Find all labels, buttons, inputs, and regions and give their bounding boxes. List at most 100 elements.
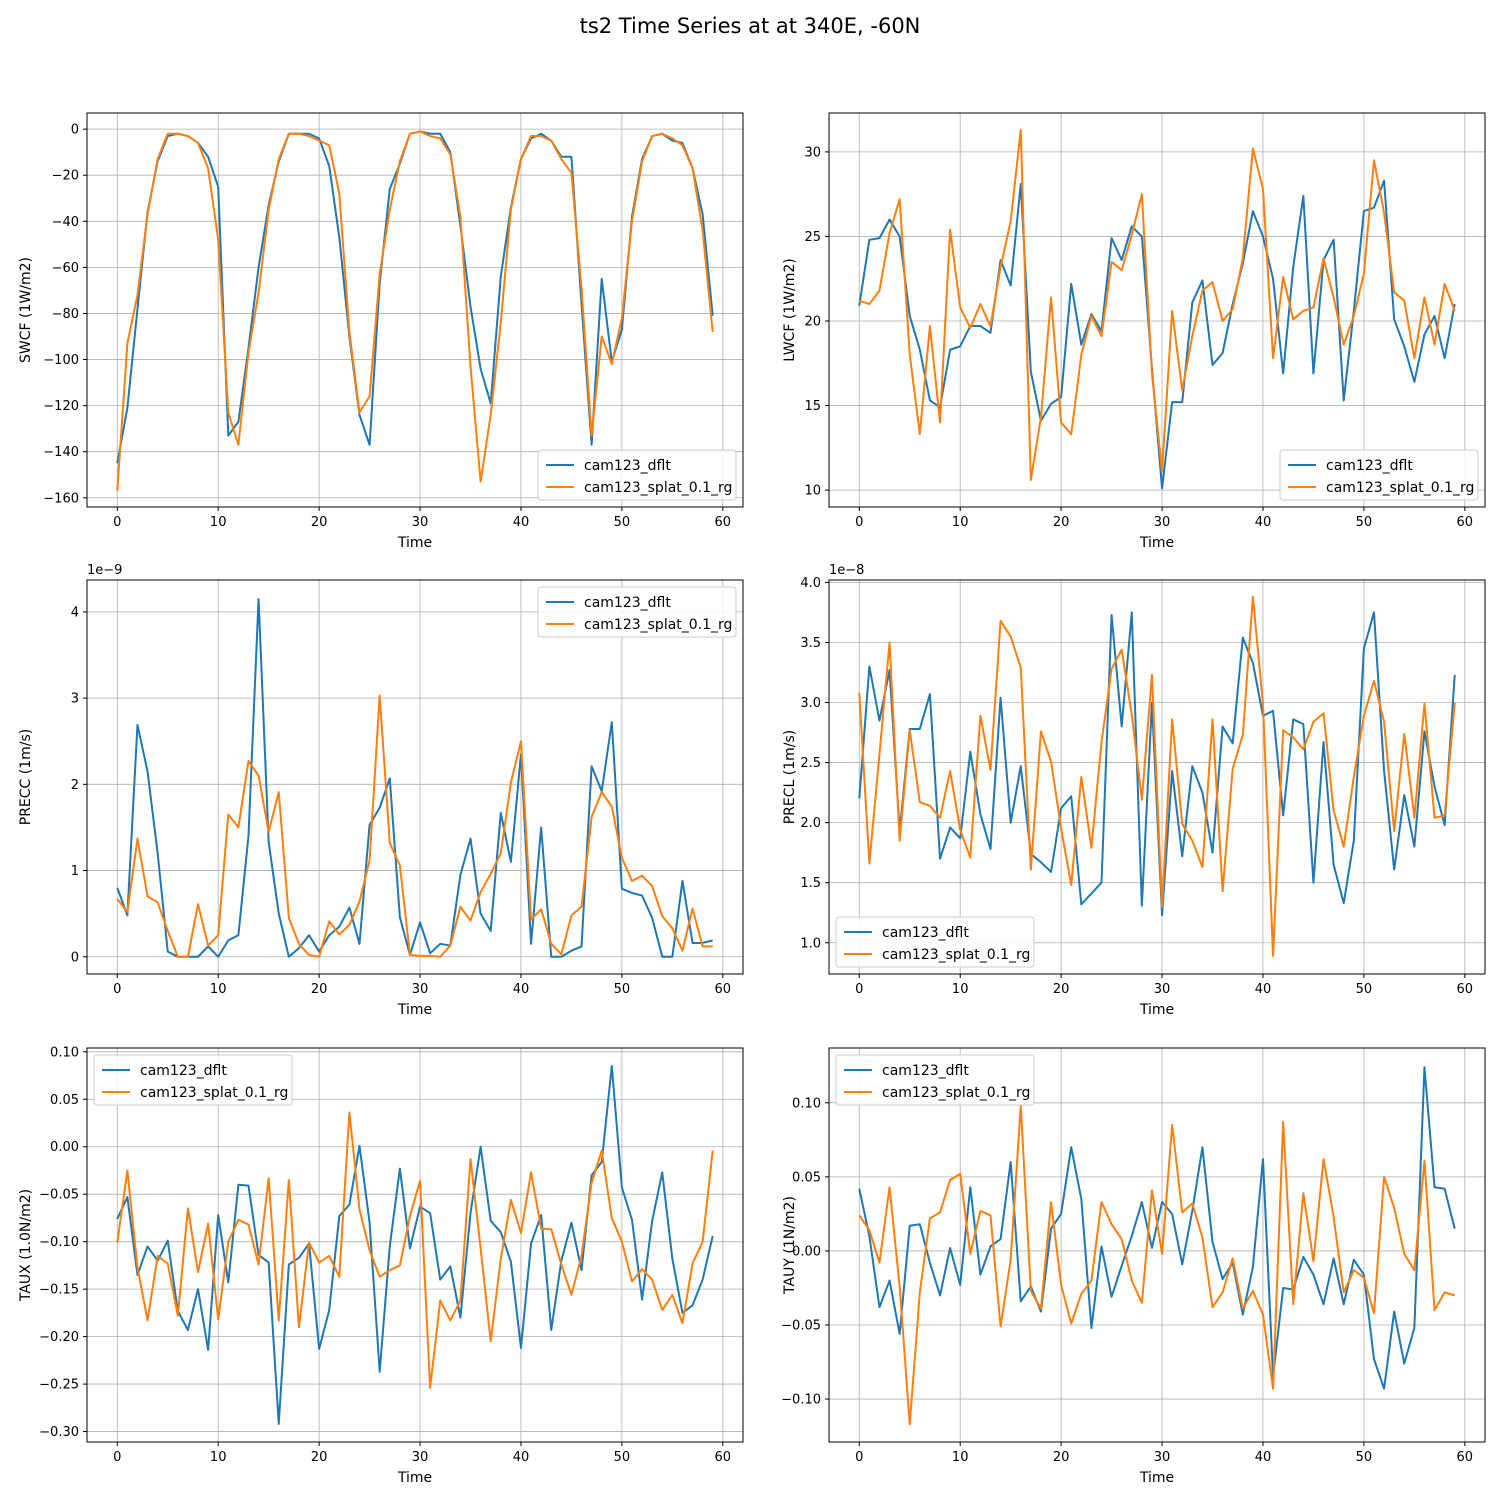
x-tick-label: 30 (412, 515, 429, 530)
x-tick-label: 30 (1154, 982, 1171, 997)
x-tick-label: 50 (1356, 515, 1373, 530)
legend-label: cam123_splat_0.1_rg (584, 617, 732, 633)
y-tick-label: 0.05 (792, 1170, 821, 1185)
x-tick-label: 40 (1255, 1450, 1272, 1465)
y-tick-label: 1 (71, 864, 79, 879)
x-axis-label: Time (397, 1002, 432, 1018)
y-tick-label: −60 (52, 261, 79, 276)
axis-offset-label: 1e−9 (87, 563, 122, 578)
x-tick-label: 60 (1457, 515, 1474, 530)
x-tick-label: 40 (1255, 982, 1272, 997)
y-tick-label: −40 (52, 215, 79, 230)
y-tick-label: 1.0 (800, 936, 821, 951)
y-tick-label: −0.05 (781, 1318, 821, 1333)
x-tick-label: 20 (1053, 982, 1070, 997)
axes-frame (828, 1047, 1486, 1443)
subplot-4: 0 10 20 30 40 50 60 1.0 1.5 2.0 2.5 3.0 3.5 4.0 Time PR… (782, 563, 1486, 1018)
x-tick-label: 40 (513, 515, 530, 530)
x-tick-label: 30 (412, 982, 429, 997)
y-tick-label: 0.00 (792, 1244, 821, 1259)
legend: cam123_dflt cam123_splat_0.1_rg (1279, 449, 1479, 501)
x-axis-label: Time (397, 535, 432, 551)
y-tick-label: 4.0 (800, 576, 821, 591)
y-tick-label: −0.10 (781, 1393, 821, 1408)
legend: cam123_dflt cam123_splat_0.1_rg (835, 916, 1035, 968)
x-tick-label: 50 (1356, 1450, 1373, 1465)
y-tick-label: −0.15 (39, 1283, 79, 1298)
x-tick-label: 20 (1053, 1450, 1070, 1465)
x-tick-label: 0 (113, 982, 121, 997)
x-tick-label: 0 (113, 1450, 121, 1465)
series-line-cam123_dflt (858, 179, 1456, 490)
legend-box (537, 449, 737, 501)
legend-label: cam123_dflt (1326, 458, 1413, 474)
legend-box (537, 586, 737, 638)
x-tick-label: 0 (113, 515, 121, 530)
legend-label: cam123_dflt (882, 1063, 969, 1079)
y-tick-label: 2.0 (800, 816, 821, 831)
axes-frame (86, 579, 744, 975)
x-tick-label: 20 (311, 1450, 328, 1465)
x-tick-label: 0 (855, 982, 863, 997)
y-tick-label: −0.30 (39, 1425, 79, 1440)
legend: cam123_dflt cam123_splat_0.1_rg (537, 586, 737, 638)
x-tick-label: 50 (614, 982, 631, 997)
x-tick-label: 60 (715, 982, 732, 997)
x-tick-label: 10 (210, 982, 227, 997)
legend-box (835, 916, 1035, 968)
x-tick-label: 30 (1154, 1450, 1171, 1465)
x-tick-label: 0 (855, 1450, 863, 1465)
legend-label: cam123_dflt (584, 458, 671, 474)
series-line-cam123_splat_0.1_rg (116, 1111, 714, 1389)
x-tick-label: 0 (855, 515, 863, 530)
series-line-cam123_dflt (858, 611, 1456, 917)
x-axis-label: Time (397, 1470, 432, 1486)
x-tick-label: 60 (715, 515, 732, 530)
legend-label: cam123_dflt (584, 595, 671, 611)
y-tick-label: −0.10 (39, 1235, 79, 1250)
y-tick-label: 3 (71, 692, 79, 707)
axes-frame (828, 112, 1486, 508)
x-tick-label: 40 (513, 982, 530, 997)
legend-label: cam123_splat_0.1_rg (140, 1085, 288, 1101)
y-tick-label: 4 (71, 605, 79, 620)
legend-label: cam123_dflt (882, 925, 969, 941)
legend: cam123_dflt cam123_splat_0.1_rg (537, 449, 737, 501)
x-axis-label: Time (1139, 1470, 1174, 1486)
legend-box (1279, 449, 1479, 501)
y-axis-label: TAUX (1.0N/m2) (18, 1189, 34, 1302)
series-line-cam123_splat_0.1_rg (858, 595, 1456, 957)
x-tick-label: 20 (311, 982, 328, 997)
y-tick-label: 1.5 (800, 876, 821, 891)
legend-label: cam123_dflt (140, 1063, 227, 1079)
x-axis-label: Time (1139, 1002, 1174, 1018)
x-tick-label: 10 (952, 515, 969, 530)
y-tick-label: −160 (43, 491, 79, 506)
y-tick-label: 2 (71, 778, 79, 793)
legend-box (93, 1054, 293, 1106)
y-tick-label: −120 (43, 399, 79, 414)
x-tick-label: 50 (614, 1450, 631, 1465)
legend-label: cam123_splat_0.1_rg (882, 1085, 1030, 1101)
axes-frame (86, 1047, 744, 1443)
y-tick-label: 0 (71, 950, 79, 965)
subplot-3: 0 10 20 30 40 50 60 0 1 2 3 4 Time PRECC (1m/s) 1e−9 ca… (18, 563, 744, 1018)
x-tick-label: 20 (1053, 515, 1070, 530)
legend-label: cam123_splat_0.1_rg (882, 947, 1030, 963)
x-axis-label: Time (1139, 535, 1174, 551)
y-axis-label: SWCF (1W/m2) (18, 257, 34, 363)
x-tick-label: 10 (210, 515, 227, 530)
axis-offset-label: 1e−8 (829, 563, 864, 578)
series-line-cam123_splat_0.1_rg (116, 130, 714, 491)
y-axis-label: TAUY (1N/m2) (782, 1196, 798, 1295)
legend: cam123_dflt cam123_splat_0.1_rg (835, 1054, 1035, 1106)
legend-label: cam123_splat_0.1_rg (584, 480, 732, 496)
y-tick-label: 0.00 (50, 1140, 79, 1155)
y-tick-label: 10 (804, 484, 821, 499)
axes-frame (86, 112, 744, 508)
subplot-6: 0 10 20 30 40 50 60 0.10 0.05 0.00 −0.05 −0.10 Time T… (781, 1047, 1486, 1486)
y-axis-label: PRECL (1m/s) (782, 730, 798, 825)
series-line-cam123_splat_0.1_rg (858, 1104, 1456, 1426)
series-line-cam123_dflt (116, 1065, 714, 1425)
